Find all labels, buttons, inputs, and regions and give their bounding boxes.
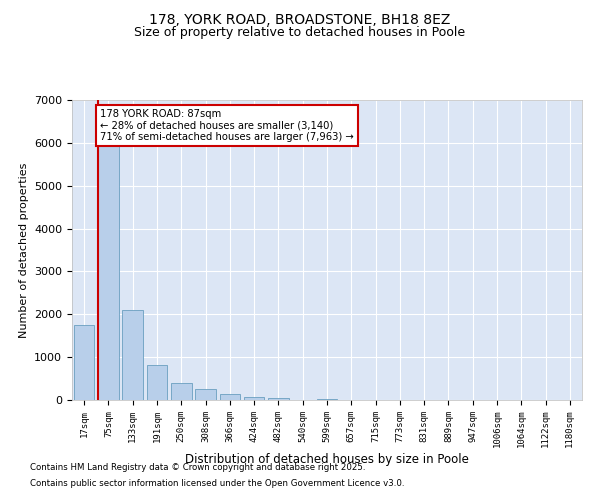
Bar (171, 384, 191, 400)
Text: 178 YORK ROAD: 87sqm
← 28% of detached houses are smaller (3,140)
71% of semi-de: 178 YORK ROAD: 87sqm ← 28% of detached h… (100, 108, 354, 142)
Text: Contains HM Land Registry data © Crown copyright and database right 2025.: Contains HM Land Registry data © Crown c… (30, 464, 365, 472)
Bar (146, 365, 167, 400)
Bar (244, 397, 265, 400)
Y-axis label: Number of detached properties: Number of detached properties (19, 162, 29, 338)
Bar (317, 399, 337, 400)
X-axis label: Distribution of detached houses by size in Poole: Distribution of detached houses by size … (185, 453, 469, 466)
Bar (122, 310, 143, 400)
Bar (268, 398, 289, 400)
Text: 178, YORK ROAD, BROADSTONE, BH18 8EZ: 178, YORK ROAD, BROADSTONE, BH18 8EZ (149, 12, 451, 26)
Bar (74, 325, 94, 400)
Bar (98, 140, 119, 400)
Bar (220, 394, 240, 400)
Bar (195, 390, 216, 400)
Text: Size of property relative to detached houses in Poole: Size of property relative to detached ho… (134, 26, 466, 39)
Text: Contains public sector information licensed under the Open Government Licence v3: Contains public sector information licen… (30, 478, 404, 488)
